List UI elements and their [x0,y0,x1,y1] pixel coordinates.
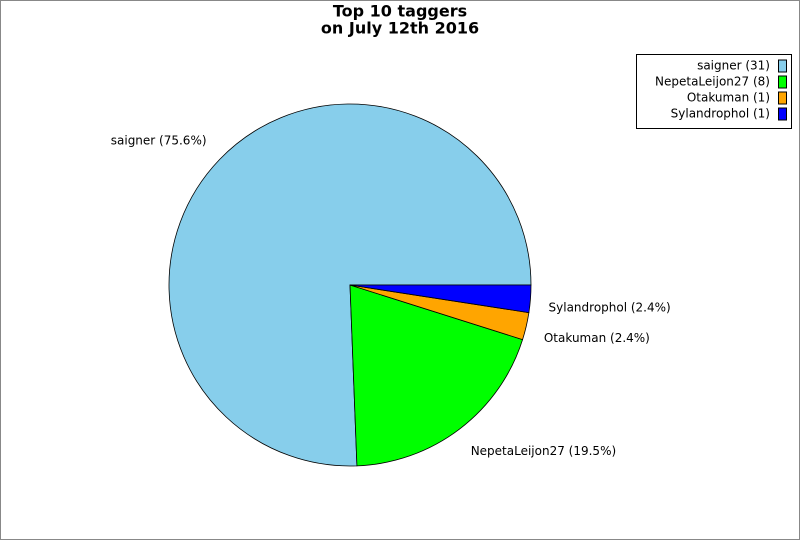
slice-label: NepetaLeijon27 (19.5%) [471,444,616,458]
legend-label: saigner (31) [697,59,770,73]
legend-swatch [778,59,787,73]
slice-label: saigner (75.6%) [111,133,207,147]
legend-swatch [778,107,787,121]
pie-slice [349,284,524,467]
pie-slice [168,103,532,467]
legend-label: Sylandrophol (1) [671,107,770,121]
legend-label: Otakuman (1) [687,91,770,105]
legend-label: NepetaLeijon27 (8) [655,75,770,89]
chart-subtitle: on July 12th 2016 [321,19,479,38]
slice-label: Sylandrophol (2.4%) [549,301,671,315]
chart-title: Top 10 taggers [333,2,467,21]
slice-label: Otakuman (2.4%) [544,331,650,345]
legend-box [636,54,792,129]
legend-swatch [778,91,787,105]
pie-slice [349,284,532,314]
legend-swatch [778,75,787,89]
